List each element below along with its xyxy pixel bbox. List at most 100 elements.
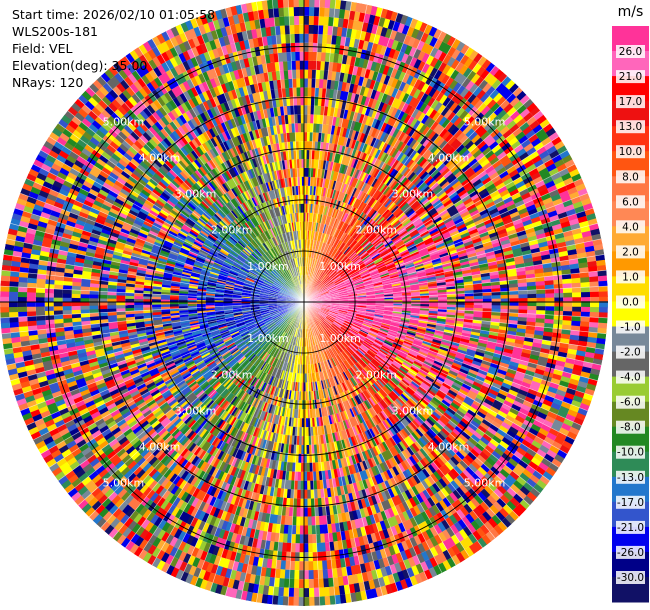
velocity-gate [468,258,479,264]
velocity-gate [579,266,589,273]
velocity-gate [447,298,456,302]
velocity-gate [412,217,422,226]
velocity-gate [401,252,411,259]
velocity-gate [493,217,503,225]
velocity-gate [408,275,418,280]
velocity-gate [489,128,500,138]
velocity-gate [515,225,526,233]
velocity-gate [433,134,442,145]
velocity-gate [467,252,477,258]
velocity-gate [510,239,520,247]
velocity-gate [431,184,441,193]
velocity-gate [473,295,483,299]
velocity-gate [328,286,337,291]
velocity-gate [469,261,479,267]
velocity-gate [551,135,562,146]
velocity-gate [377,245,386,252]
velocity-gate [535,280,545,286]
velocity-gate [480,118,491,129]
velocity-gate [559,149,570,159]
velocity-gate [502,195,513,204]
velocity-gate [389,231,398,239]
velocity-gate [527,207,538,216]
velocity-gate [390,218,399,226]
velocity-gate [406,224,416,232]
velocity-gate [412,256,422,263]
velocity-gate [360,225,368,234]
velocity-gate [395,261,405,267]
velocity-gate [504,221,514,229]
velocity-gate [352,275,362,281]
velocity-gate [516,183,528,193]
velocity-gate [356,234,364,243]
velocity-gate [550,218,561,227]
velocity-gate [365,260,374,267]
velocity-gate [491,214,502,222]
velocity-gate [455,296,465,300]
velocity-gate [414,238,424,246]
velocity-gate [520,191,531,200]
velocity-gate [485,62,496,73]
velocity-gate [510,172,521,182]
velocity-gate [486,124,497,135]
velocity-gate [463,90,473,101]
velocity-gate [389,274,399,279]
velocity-gate [526,183,538,193]
velocity-gate [505,132,516,143]
velocity-gate [517,207,528,215]
velocity-gate [456,158,466,168]
velocity-gate [529,119,540,130]
velocity-gate [512,218,523,226]
velocity-gate [429,155,439,165]
velocity-gate [482,298,492,302]
velocity-gate [550,193,561,202]
velocity-gate [360,270,369,276]
velocity-gate [489,171,499,181]
velocity-gate [308,15,314,25]
velocity-gate [430,132,439,143]
velocity-gate [379,194,387,204]
velocity-gate [489,156,500,166]
velocity-gate [339,298,349,300]
velocity-gate [426,223,436,231]
velocity-gate [497,228,507,235]
velocity-gate [491,298,501,302]
velocity-gate [429,299,439,302]
velocity-gate [384,258,394,265]
velocity-gate [360,252,369,259]
velocity-gate [468,228,479,235]
velocity-gate [379,219,388,228]
velocity-gate [458,160,469,170]
velocity-gate [470,264,480,270]
velocity-gate [405,241,415,248]
velocity-gate [540,171,551,181]
velocity-gate [501,242,512,249]
velocity-gate [520,214,531,223]
velocity-gate [496,122,507,132]
velocity-gate [496,95,507,106]
velocity-gate [499,125,510,136]
velocity-gate [425,177,435,187]
velocity-gate [508,282,519,288]
velocity-gate [362,277,372,282]
velocity-gate [498,231,509,239]
velocity-gate [501,157,512,167]
velocity-gate [438,178,448,188]
velocity-gate [500,294,510,299]
velocity-gate [401,217,410,225]
velocity-gate [407,226,417,234]
velocity-gate [410,200,419,209]
velocity-gate [411,299,421,302]
velocity-gate [367,246,376,254]
velocity-gate [376,204,385,213]
velocity-gate [545,292,555,298]
velocity-gate [522,111,534,122]
velocity-gate [555,206,567,215]
velocity-gate [353,244,361,252]
velocity-gate [467,225,477,233]
velocity-gate [432,123,442,133]
velocity-gate [441,214,452,222]
velocity-gate [421,173,431,182]
velocity-gate [374,287,384,291]
velocity-gate [416,223,426,231]
